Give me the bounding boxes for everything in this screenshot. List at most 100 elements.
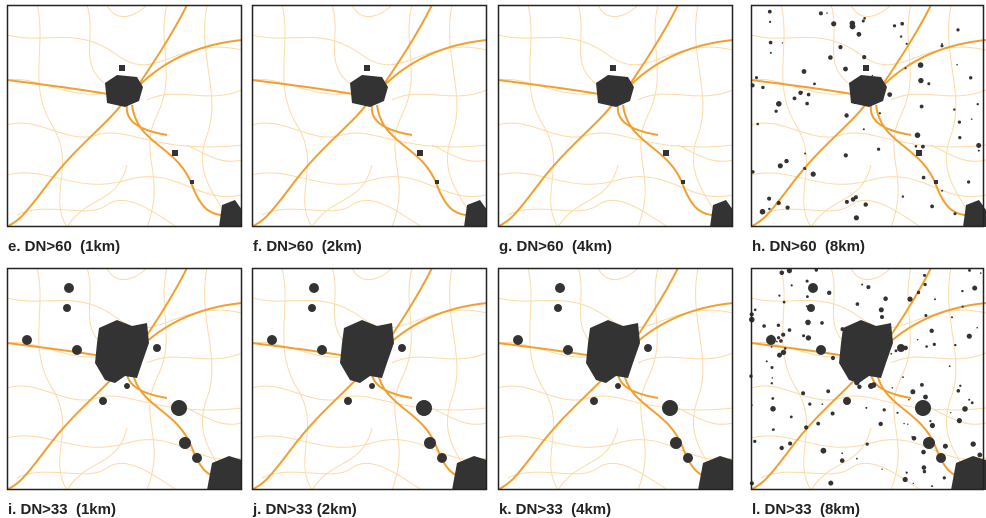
urban-speck — [779, 339, 783, 343]
urban-speck — [927, 82, 930, 85]
urban-speck — [971, 118, 973, 120]
urban-area — [663, 150, 669, 156]
urban-speck — [864, 202, 868, 206]
urban-speck — [877, 148, 880, 151]
urban-area — [309, 283, 319, 293]
urban-area — [417, 150, 423, 156]
urban-speck — [770, 335, 773, 338]
urban-speck — [857, 365, 860, 368]
urban-speck — [802, 91, 804, 93]
urban-area — [916, 150, 922, 156]
urban-speck — [843, 67, 848, 72]
urban-speck — [943, 444, 948, 449]
urban-speck — [922, 465, 927, 470]
urban-area — [934, 180, 938, 184]
urban-area — [72, 345, 82, 355]
urban-speck — [827, 291, 831, 295]
urban-speck — [853, 102, 856, 105]
urban-speck — [770, 406, 776, 412]
urban-speck — [806, 305, 808, 307]
urban-speck — [958, 121, 961, 124]
urban-speck — [971, 401, 974, 404]
urban-speck — [921, 145, 925, 149]
urban-speck — [872, 75, 873, 76]
map-panel — [7, 268, 242, 490]
urban-speck — [903, 346, 908, 351]
urban-speck — [854, 215, 859, 220]
urban-speck — [913, 483, 914, 484]
urban-speck — [906, 43, 908, 45]
urban-area — [615, 383, 621, 389]
urban-speck — [976, 327, 978, 329]
urban-area — [437, 453, 447, 463]
urban-speck — [943, 476, 946, 479]
panel-caption: g. DN>60 (4km) — [499, 238, 612, 255]
map-panel — [749, 268, 986, 490]
urban-speck — [844, 153, 848, 157]
urban-area — [99, 397, 107, 405]
urban-speck — [906, 472, 908, 474]
urban-speck — [828, 481, 833, 486]
urban-speck — [767, 197, 771, 201]
urban-speck — [771, 382, 773, 384]
panel-caption: i. DN>33 (1km) — [8, 501, 116, 518]
urban-speck — [776, 341, 778, 343]
urban-speck — [811, 172, 816, 177]
urban-speck — [862, 20, 865, 23]
urban-speck — [816, 422, 820, 426]
urban-speck — [871, 382, 877, 388]
urban-speck — [883, 408, 886, 411]
urban-speck — [826, 12, 828, 14]
urban-speck — [971, 207, 976, 212]
urban-speck — [907, 297, 912, 302]
urban-speck — [866, 443, 869, 446]
urban-speck — [769, 41, 773, 45]
urban-area — [915, 400, 931, 416]
urban-area — [936, 453, 946, 463]
urban-speck — [917, 339, 919, 341]
page: {"panels": [ {"caption": "e. DN>60 (1km)… — [0, 0, 986, 518]
urban-speck — [863, 17, 866, 20]
urban-speck — [920, 105, 924, 109]
urban-speck — [863, 100, 868, 105]
urban-area — [22, 335, 32, 345]
urban-area — [317, 345, 327, 355]
urban-speck — [820, 321, 824, 325]
urban-area — [807, 304, 815, 312]
urban-speck — [806, 295, 809, 298]
urban-speck — [920, 383, 924, 387]
panel-caption: l. DN>33 (8km) — [752, 501, 860, 518]
map-panel — [498, 5, 733, 227]
urban-area — [172, 150, 178, 156]
urban-area — [670, 437, 682, 449]
urban-speck — [813, 83, 816, 86]
urban-speck — [890, 353, 892, 355]
panel-caption: j. DN>33 (2km) — [252, 501, 357, 518]
urban-area — [179, 437, 191, 449]
urban-speck — [755, 76, 758, 79]
urban-speck — [821, 448, 827, 454]
urban-area — [364, 65, 370, 71]
urban-speck — [929, 420, 931, 422]
urban-speck — [951, 316, 953, 318]
map-panel — [7, 5, 242, 227]
urban-speck — [772, 377, 774, 379]
urban-speck — [788, 328, 792, 332]
urban-speck — [831, 21, 836, 26]
urban-speck — [788, 442, 792, 446]
urban-speck — [856, 458, 858, 460]
urban-speck — [879, 112, 881, 114]
urban-speck — [976, 143, 981, 148]
urban-speck — [900, 22, 904, 26]
urban-area — [435, 180, 439, 184]
urban-speck — [910, 389, 915, 394]
urban-speck — [856, 302, 860, 306]
urban-speck — [892, 387, 894, 389]
urban-speck — [923, 274, 926, 277]
urban-speck — [778, 295, 780, 297]
urban-speck — [803, 167, 806, 170]
urban-area — [153, 344, 161, 352]
urban-speck — [924, 283, 927, 286]
urban-speck — [802, 69, 807, 74]
urban-area — [124, 383, 130, 389]
